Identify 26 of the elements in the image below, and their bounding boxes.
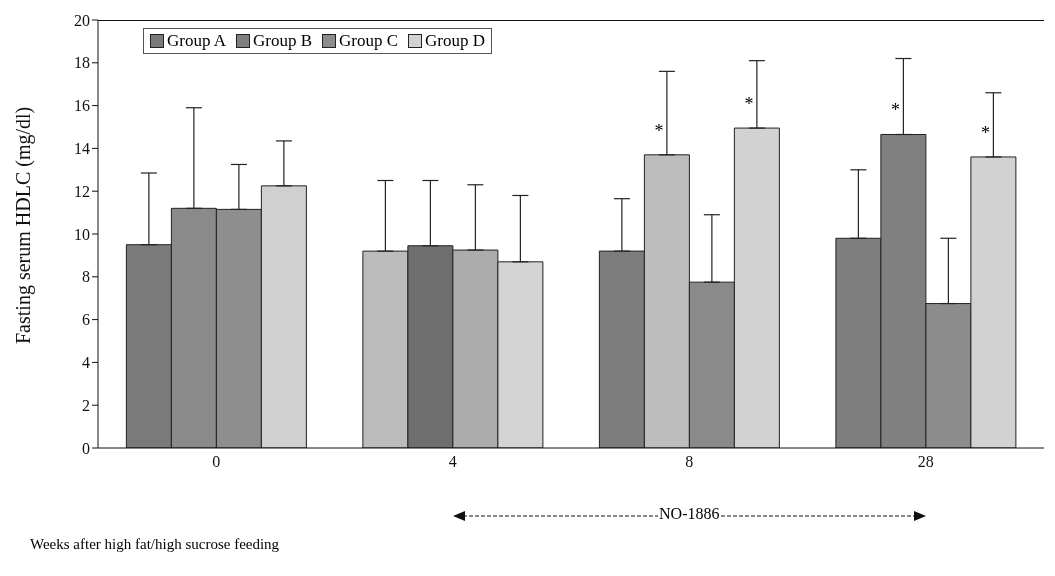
- data-label: *: [744, 94, 754, 115]
- legend-label: Group C: [338, 31, 399, 51]
- y-tick-label: 20: [74, 11, 90, 29]
- data-label: *: [980, 122, 990, 143]
- y-tick-label: 8: [82, 268, 90, 286]
- y-axis-title: Fasting serum HDLC (mg/dl): [12, 106, 36, 344]
- y-tick-label: 14: [74, 140, 90, 158]
- legend-label: Group B: [252, 31, 313, 51]
- y-tick-label: 2: [82, 396, 90, 414]
- y-tick-label: 0: [82, 439, 90, 457]
- text: NO-1886: [658, 505, 721, 522]
- x-tick-label: 8: [685, 453, 694, 471]
- y-tick-label: 6: [82, 311, 90, 329]
- x-axis-title: Weeks after high fat/high sucrose feeding: [30, 536, 280, 553]
- y-tick-label: 18: [74, 54, 90, 72]
- y-tick-label: 16: [74, 97, 90, 115]
- x-tick-label: 28: [917, 453, 934, 471]
- legend-label: Group D: [424, 31, 486, 51]
- data-label: *: [654, 120, 664, 141]
- y-tick-label: 4: [82, 354, 90, 372]
- y-tick-label: 10: [74, 225, 90, 243]
- x-tick-label: 0: [212, 453, 221, 471]
- y-tick-label: 12: [74, 182, 90, 200]
- data-label: *: [890, 100, 900, 121]
- legend-label: Group A: [166, 31, 227, 51]
- x-tick-label: 4: [448, 453, 457, 471]
